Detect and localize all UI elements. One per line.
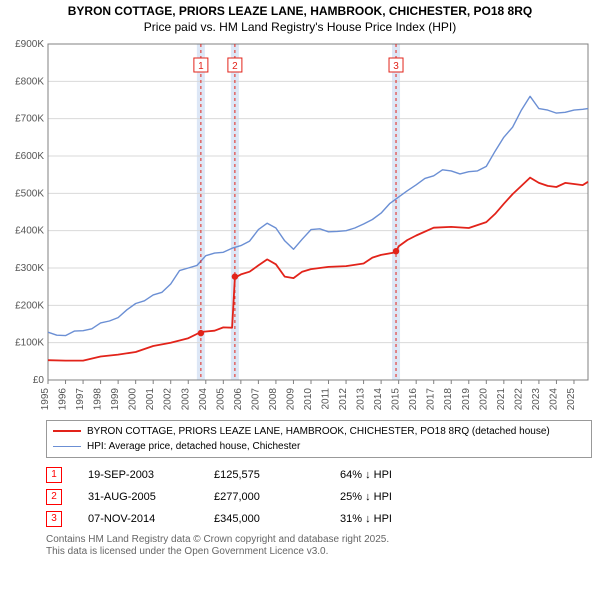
svg-text:£500K: £500K: [15, 188, 44, 199]
svg-text:2023: 2023: [531, 387, 542, 410]
sale-date: 07-NOV-2014: [88, 513, 188, 525]
sale-marker-number: 3: [46, 511, 62, 527]
sale-price: £277,000: [214, 491, 314, 503]
sales-row: 1 19-SEP-2003 £125,575 64% ↓ HPI: [46, 464, 592, 486]
sale-price: £345,000: [214, 513, 314, 525]
legend-row: BYRON COTTAGE, PRIORS LEAZE LANE, HAMBRO…: [53, 424, 585, 439]
legend-swatch: [53, 446, 81, 447]
sales-table: 1 19-SEP-2003 £125,575 64% ↓ HPI 2 31-AUG-200…: [46, 464, 592, 530]
svg-text:1997: 1997: [75, 387, 86, 410]
sale-date: 31-AUG-2005: [88, 491, 188, 503]
svg-text:£300K: £300K: [15, 263, 44, 274]
svg-text:2002: 2002: [163, 387, 174, 410]
legend-swatch: [53, 430, 81, 432]
chart-title-line2: Price paid vs. HM Land Registry's House …: [6, 20, 594, 34]
svg-text:2005: 2005: [215, 387, 226, 410]
sale-marker-number: 2: [46, 489, 62, 505]
svg-text:£200K: £200K: [15, 300, 44, 311]
legend-label: HPI: Average price, detached house, Chic…: [87, 441, 300, 452]
svg-text:£400K: £400K: [15, 225, 44, 236]
legend-label: BYRON COTTAGE, PRIORS LEAZE LANE, HAMBRO…: [87, 426, 550, 437]
svg-text:2001: 2001: [145, 387, 156, 410]
svg-text:2000: 2000: [128, 387, 139, 410]
footer-line-1: Contains HM Land Registry data © Crown c…: [46, 534, 592, 547]
svg-text:£800K: £800K: [15, 76, 44, 87]
svg-text:2018: 2018: [443, 387, 454, 410]
legend: BYRON COTTAGE, PRIORS LEAZE LANE, HAMBRO…: [46, 420, 592, 458]
sale-price: £125,575: [214, 469, 314, 481]
svg-text:2016: 2016: [408, 387, 419, 410]
svg-text:2012: 2012: [338, 387, 349, 410]
svg-text:2015: 2015: [391, 387, 402, 410]
svg-text:2008: 2008: [268, 387, 279, 410]
svg-text:2009: 2009: [285, 387, 296, 410]
legend-row: HPI: Average price, detached house, Chic…: [53, 439, 585, 454]
svg-text:2007: 2007: [250, 387, 261, 410]
price-chart: £0 £100K £200K £300K £400K £500K £600K £700K £80…: [6, 36, 594, 416]
svg-text:2013: 2013: [356, 387, 367, 410]
sale-delta: 31% ↓ HPI: [340, 513, 440, 525]
svg-text:2: 2: [232, 61, 238, 72]
footer-attribution: Contains HM Land Registry data © Crown c…: [46, 534, 592, 559]
sales-row: 3 07-NOV-2014 £345,000 31% ↓ HPI: [46, 508, 592, 530]
svg-text:1998: 1998: [93, 387, 104, 410]
svg-text:1: 1: [198, 61, 204, 72]
chart-title-line1: BYRON COTTAGE, PRIORS LEAZE LANE, HAMBRO…: [6, 4, 594, 20]
sale-delta: 25% ↓ HPI: [340, 491, 440, 503]
svg-text:2004: 2004: [198, 387, 209, 410]
svg-text:2006: 2006: [233, 387, 244, 410]
svg-text:2010: 2010: [303, 387, 314, 410]
svg-text:2020: 2020: [478, 387, 489, 410]
svg-text:2019: 2019: [461, 387, 472, 410]
svg-text:£900K: £900K: [15, 39, 44, 50]
chart-svg: £0 £100K £200K £300K £400K £500K £600K £700K £80…: [6, 36, 594, 416]
svg-text:2014: 2014: [373, 387, 384, 410]
svg-text:3: 3: [393, 61, 399, 72]
svg-text:2003: 2003: [180, 387, 191, 410]
svg-text:2025: 2025: [566, 387, 577, 410]
sale-date: 19-SEP-2003: [88, 469, 188, 481]
svg-text:2011: 2011: [321, 387, 332, 409]
svg-text:2022: 2022: [513, 387, 524, 410]
svg-text:£600K: £600K: [15, 151, 44, 162]
sale-delta: 64% ↓ HPI: [340, 469, 440, 481]
svg-text:2021: 2021: [496, 387, 507, 410]
svg-text:2017: 2017: [426, 387, 437, 410]
svg-text:£100K: £100K: [15, 337, 44, 348]
svg-text:2024: 2024: [548, 387, 559, 410]
svg-text:£0: £0: [33, 375, 45, 386]
svg-text:1996: 1996: [58, 387, 69, 410]
sale-marker-number: 1: [46, 467, 62, 483]
svg-text:1995: 1995: [40, 387, 51, 410]
svg-text:1999: 1999: [110, 387, 121, 410]
footer-line-2: This data is licensed under the Open Gov…: [46, 546, 592, 559]
svg-text:£700K: £700K: [15, 113, 44, 124]
sales-row: 2 31-AUG-2005 £277,000 25% ↓ HPI: [46, 486, 592, 508]
